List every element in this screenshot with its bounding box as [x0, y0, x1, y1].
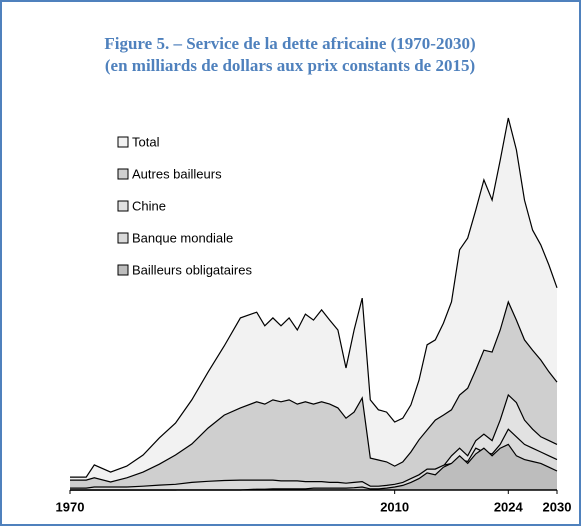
x-tick-label: 1970	[56, 499, 85, 514]
legend-label: Chine	[132, 198, 166, 213]
area	[70, 301, 557, 490]
legend-label: Bailleurs obligataires	[132, 262, 252, 277]
legend-swatch	[117, 168, 129, 180]
area	[70, 118, 557, 490]
series-line	[70, 428, 558, 489]
legend-swatch	[117, 264, 129, 276]
chart-subtitle: (en milliards de dollars aux prix consta…	[105, 56, 475, 75]
area	[70, 444, 557, 490]
x-tick-label: 2030	[543, 499, 572, 514]
legend-label: Autres bailleurs	[132, 166, 222, 181]
legend-label: Banque mondiale	[132, 230, 233, 245]
x-tick-label: 2024	[494, 499, 524, 514]
chart-title: Figure 5. – Service de la dette africain…	[104, 34, 475, 53]
legend-swatch	[117, 232, 129, 244]
legend-swatch	[117, 136, 129, 148]
legend-label: Total	[132, 134, 160, 149]
legend-swatch	[117, 200, 129, 212]
x-tick-label: 2010	[380, 499, 409, 514]
series-line	[70, 300, 558, 483]
series-line	[70, 117, 558, 478]
